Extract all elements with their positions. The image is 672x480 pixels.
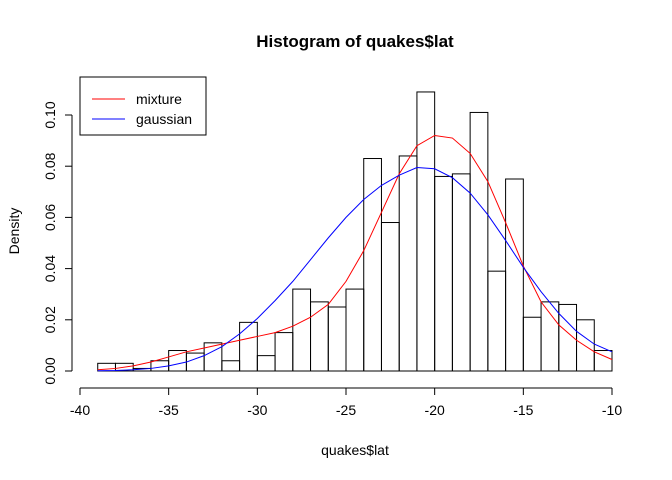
y-axis: 0.00 0.02 0.04 0.06 0.08 0.10 [42,101,73,385]
x-tick-label: -40 [70,402,90,418]
x-tick-label: -10 [602,402,622,418]
histogram-bar-20 [434,175,453,372]
histogram-bar-6 [185,352,205,372]
y-tick-label: 0.06 [42,204,58,231]
gaussian-density-line [97,166,613,372]
x-tick-label: -25 [336,402,356,418]
mixture-density-line [97,134,613,371]
histogram-bar-24 [505,178,524,372]
histogram-bar-19 [416,91,436,372]
legend: mixture gaussian [79,76,207,136]
x-tick-label: -15 [513,402,533,418]
histogram-bar-25 [522,316,542,372]
histogram-bar-22 [469,111,489,372]
legend-label-mixture: mixture [136,91,182,107]
histogram-bar-18 [398,155,418,372]
chart-title: Histogram of quakes$lat [256,32,454,51]
histogram-bar-10 [256,355,276,372]
y-tick-label: 0.02 [42,306,58,333]
y-tick-label: 0.10 [42,101,58,128]
x-axis: -40 -35 -30 -25 -20 -15 -10 [70,387,622,418]
y-axis-label: Density [6,208,22,255]
histogram-bar-7 [203,342,223,372]
histogram-bar-9 [239,321,258,372]
histogram-bars [97,91,613,372]
histogram-bar-2 [114,362,134,372]
y-tick-label: 0.08 [42,152,58,179]
legend-box [79,76,207,136]
histogram-bar-29 [593,350,613,372]
histogram-bar-14 [327,306,347,372]
x-axis-label: quakes$lat [321,442,389,458]
histogram-bar-13 [310,301,329,372]
density-lines [97,134,613,372]
histogram-bar-15 [345,288,365,372]
histogram-bar-16 [363,158,382,372]
legend-label-gaussian: gaussian [136,111,192,127]
histogram-bar-17 [380,222,400,372]
y-tick-label: 0.04 [42,255,58,282]
histogram-bar-5 [168,350,187,372]
x-tick-label: -35 [159,402,179,418]
histogram-bar-11 [274,332,294,372]
histogram-bar-21 [451,173,471,372]
x-tick-label: -30 [247,402,267,418]
histogram-bar-26 [540,301,560,372]
y-tick-label: 0.00 [42,357,58,384]
histogram-bar-8 [221,360,241,372]
histogram-bar-23 [487,270,507,372]
histogram-bar-28 [576,319,595,372]
histogram-bar-12 [292,288,312,372]
x-tick-label: -20 [425,402,445,418]
